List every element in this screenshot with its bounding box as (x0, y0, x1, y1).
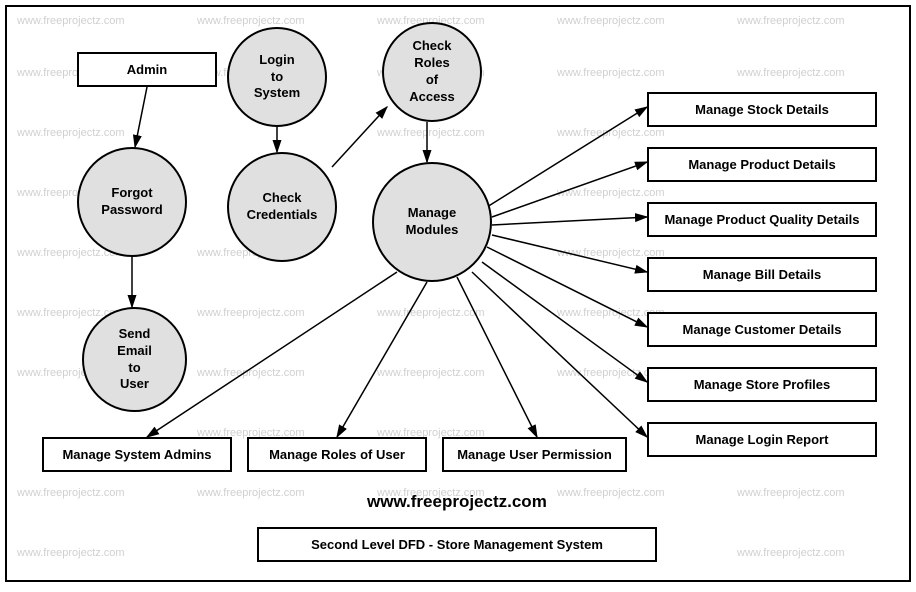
process-check_cred: CheckCredentials (227, 152, 337, 262)
watermark: www.freeprojectz.com (197, 307, 305, 319)
entity-userperm: Manage User Permission (442, 437, 627, 472)
watermark: www.freeprojectz.com (197, 367, 305, 379)
entity-roles: Manage Roles of User (247, 437, 427, 472)
watermark: www.freeprojectz.com (737, 487, 845, 499)
watermark: www.freeprojectz.com (377, 127, 485, 139)
entity-product: Manage Product Details (647, 147, 877, 182)
site-caption: www.freeprojectz.com (367, 492, 547, 512)
process-forgot: ForgotPassword (77, 147, 187, 257)
watermark: www.freeprojectz.com (377, 367, 485, 379)
watermark: www.freeprojectz.com (557, 127, 665, 139)
watermark: www.freeprojectz.com (557, 187, 665, 199)
process-send_email: SendEmailtoUser (82, 307, 187, 412)
watermark: www.freeprojectz.com (557, 15, 665, 27)
entity-admin: Admin (77, 52, 217, 87)
watermark: www.freeprojectz.com (17, 127, 125, 139)
watermark: www.freeprojectz.com (197, 15, 305, 27)
process-manage_mod: ManageModules (372, 162, 492, 282)
entity-loginrep: Manage Login Report (647, 422, 877, 457)
entity-sysadmin: Manage System Admins (42, 437, 232, 472)
entity-bill: Manage Bill Details (647, 257, 877, 292)
watermark: www.freeprojectz.com (197, 487, 305, 499)
watermark: www.freeprojectz.com (17, 547, 125, 559)
entity-customer: Manage Customer Details (647, 312, 877, 347)
watermark: www.freeprojectz.com (737, 15, 845, 27)
watermark: www.freeprojectz.com (737, 547, 845, 559)
process-check_roles: CheckRolesofAccess (382, 22, 482, 122)
diagram-container: www.freeprojectz.com www.freeprojectz.co… (5, 5, 911, 582)
watermark: www.freeprojectz.com (557, 487, 665, 499)
watermark: www.freeprojectz.com (377, 307, 485, 319)
watermark: www.freeprojectz.com (737, 67, 845, 79)
entity-stock: Manage Stock Details (647, 92, 877, 127)
entity-title: Second Level DFD - Store Management Syst… (257, 527, 657, 562)
entity-pquality: Manage Product Quality Details (647, 202, 877, 237)
process-login: LogintoSystem (227, 27, 327, 127)
entity-store: Manage Store Profiles (647, 367, 877, 402)
watermark: www.freeprojectz.com (17, 487, 125, 499)
watermark: www.freeprojectz.com (557, 67, 665, 79)
watermark: www.freeprojectz.com (17, 15, 125, 27)
